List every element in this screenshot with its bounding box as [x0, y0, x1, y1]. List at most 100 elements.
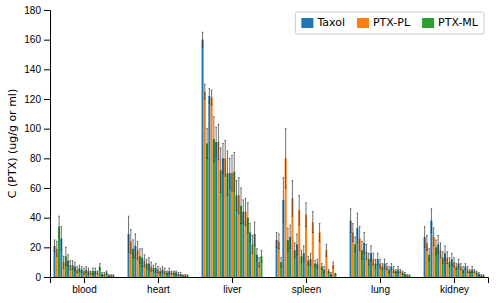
bar [229, 173, 231, 277]
error-bar-cap [153, 265, 155, 266]
error-bar-line [108, 275, 109, 276]
error-bar-line [380, 259, 381, 268]
x-tick-label: liver [223, 284, 242, 295]
y-tick-mark [44, 218, 50, 219]
error-bar [72, 261, 74, 270]
y-tick-label: 40 [30, 212, 42, 223]
error-bar-cap [377, 253, 379, 254]
error-bar-line [404, 273, 405, 276]
error-bar-cap [406, 274, 408, 275]
error-bar-cap [388, 272, 390, 273]
error-bar [321, 264, 323, 270]
error-bar [458, 259, 460, 268]
error-bar [166, 271, 168, 274]
y-tick-mark [44, 99, 50, 100]
error-bar-line [220, 148, 221, 193]
error-bar-cap [319, 241, 321, 242]
error-bar [101, 273, 103, 276]
error-bar-cap [283, 177, 285, 178]
error-bar-line [310, 253, 311, 265]
error-bar [312, 212, 314, 233]
error-bar-cap [162, 272, 164, 273]
error-bar-cap [280, 257, 282, 258]
error-bar-cap [166, 271, 168, 272]
error-bar [462, 267, 464, 273]
error-bar [76, 267, 78, 273]
error-bar-cap [460, 269, 462, 270]
error-bar-cap [361, 241, 363, 242]
error-bar-line [350, 209, 351, 233]
error-bar-cap [307, 256, 309, 257]
error-bar-cap [130, 253, 132, 254]
y-tick-label: 120 [24, 94, 41, 105]
error-bar-cap [301, 262, 303, 263]
error-bar-cap [321, 269, 323, 270]
error-bar-cap [465, 263, 467, 264]
legend-label: PTX-PL [373, 16, 411, 29]
error-bar [357, 213, 359, 243]
error-bar-cap [88, 274, 90, 275]
error-bar-line [355, 237, 356, 252]
error-bar-cap [104, 275, 106, 276]
error-bar-cap [173, 271, 175, 272]
error-bar-cap [144, 266, 146, 267]
error-bar [310, 253, 312, 265]
error-bar-cap [101, 272, 103, 273]
error-bar-line [447, 252, 448, 264]
error-bar [67, 255, 69, 267]
legend-swatch [301, 18, 313, 28]
error-bar-cap [332, 262, 334, 263]
error-bar-line [202, 32, 203, 47]
error-bar-cap [480, 276, 482, 277]
error-bar-cap [204, 84, 206, 85]
y-tick-label: 0 [35, 272, 41, 283]
error-bar-cap [469, 272, 471, 273]
error-bar-cap [139, 263, 141, 264]
error-bar-cap [99, 269, 101, 270]
error-bar-cap [258, 257, 260, 258]
error-bar-cap [386, 269, 388, 270]
error-bar-line [164, 268, 165, 274]
error-bar-cap [132, 257, 134, 258]
legend-swatch [357, 18, 369, 28]
error-bar-cap [245, 225, 247, 226]
y-tick: 40 [30, 212, 50, 223]
error-bar-cap [209, 103, 211, 104]
error-bar [307, 256, 309, 265]
error-bar [256, 249, 258, 261]
error-bar [164, 268, 166, 274]
error-bar-cap [162, 266, 164, 267]
x-tick-label: lung [371, 284, 390, 295]
error-bar-cap [146, 259, 148, 260]
legend-item: PTX-ML [422, 16, 479, 29]
error-bar-cap [433, 245, 435, 246]
error-bar [83, 268, 85, 274]
error-bar [130, 230, 132, 254]
error-bar-cap [166, 274, 168, 275]
error-bar-line [234, 152, 235, 191]
error-bar [204, 84, 206, 99]
error-bar-cap [146, 268, 148, 269]
bar [182, 276, 184, 277]
legend-item: PTX-PL [357, 16, 411, 29]
error-bar-cap [85, 272, 87, 273]
error-bar [141, 249, 143, 267]
error-bar [236, 181, 238, 211]
y-tick-mark [44, 158, 50, 159]
error-bar-line [162, 267, 163, 273]
error-bar [157, 267, 159, 273]
error-bar-cap [465, 269, 467, 270]
error-bar-line [460, 264, 461, 270]
error-bar-line [389, 267, 390, 273]
y-tick: 120 [24, 94, 50, 105]
error-bar-cap [171, 274, 173, 275]
x-tick-label: spleen [292, 284, 321, 295]
error-bar-cap [428, 260, 430, 261]
error-bar-cap [370, 245, 372, 246]
error-bar-line [113, 275, 114, 276]
error-bar-cap [480, 274, 482, 275]
error-bar-line [111, 275, 112, 276]
error-bar-line [361, 241, 362, 259]
error-bar-cap [298, 225, 300, 226]
error-bar-cap [249, 241, 251, 242]
